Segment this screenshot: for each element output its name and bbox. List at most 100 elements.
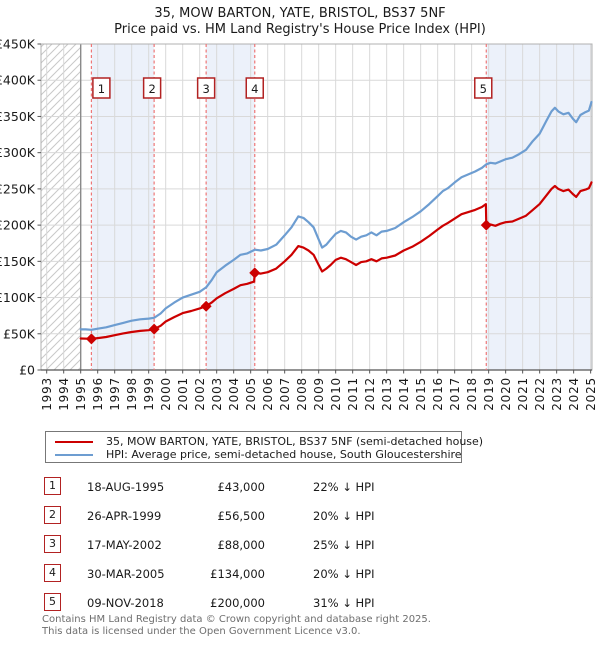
hpi-line-sample — [55, 454, 93, 456]
sale-marker-diamond — [249, 267, 261, 279]
transaction-date: 09-NOV-2018 — [87, 596, 164, 610]
title-line2: Price paid vs. HM Land Registry's House … — [114, 22, 486, 37]
sale-number-box — [196, 77, 216, 99]
axis-ticks — [37, 43, 592, 374]
x-tick-label: 2013 — [380, 377, 394, 411]
y-tick-label: £200K — [0, 218, 36, 233]
x-tick-label: 2007 — [278, 377, 292, 411]
x-tick-label: 2010 — [329, 377, 343, 411]
transaction-row: 2 26-APR-1999 £56,500 20% ↓ HPI — [44, 503, 584, 532]
y-tick-label: £250K — [0, 181, 36, 196]
hpi-line — [79, 100, 593, 331]
y-tick-label: £450K — [0, 37, 36, 52]
y-tick-label: £400K — [0, 73, 36, 88]
y-tick-label: £50K — [3, 326, 36, 341]
transaction-price: £88,000 — [217, 538, 265, 552]
x-tick-label: 2002 — [193, 377, 207, 411]
y-axis-labels: £0 £50K £100K £150K £200K £250K £300K £350K £400… — [0, 37, 36, 378]
transaction-date: 26-APR-1999 — [87, 509, 162, 523]
legend-row-hpi: HPI: Average price, semi-detached house,… — [55, 448, 462, 461]
footer-line1: Contains HM Land Registry data © Crown c… — [42, 614, 431, 625]
x-tick-label: 1999 — [142, 377, 156, 411]
sale-dashed-lines — [90, 44, 487, 370]
x-tick-label: 2012 — [363, 377, 377, 411]
sale-marker-diamond — [148, 323, 160, 335]
x-tick-label: 2006 — [261, 377, 275, 411]
transaction-hpi-diff: 31% ↓ HPI — [313, 596, 375, 610]
sale-number-box — [245, 77, 265, 99]
transaction-hpi-diff: 25% ↓ HPI — [313, 538, 375, 552]
y-tick-label: £300K — [0, 145, 36, 160]
x-tick-label: 1995 — [74, 377, 88, 411]
x-tick-label: 2017 — [448, 377, 462, 411]
x-tick-label: 2020 — [499, 377, 513, 411]
x-tick-label: 2016 — [431, 377, 445, 411]
x-tick-label: 2011 — [346, 377, 360, 411]
transaction-row: 1 18-AUG-1995 £43,000 22% ↓ HPI — [44, 474, 584, 503]
x-tick-label: 2018 — [465, 377, 479, 411]
price-chart: 1 2 3 4 5 £0 £50K £100K £150K £200K £250K £300K £350… — [0, 37, 598, 411]
x-tick-label: 2024 — [567, 377, 581, 411]
y-tick-label: £150K — [0, 254, 36, 269]
x-tick-label: 2008 — [295, 377, 309, 411]
sale-number-boxes: 1 2 3 4 5 — [92, 77, 493, 99]
x-tick-label: 1998 — [125, 377, 139, 411]
transaction-price: £56,500 — [217, 509, 265, 523]
y-tick-label: £350K — [0, 109, 36, 124]
title-line1: 35, MOW BARTON, YATE, BRISTOL, BS37 5NF — [154, 6, 446, 21]
sale-marker-diamond — [85, 333, 97, 345]
legend-row-price: 35, MOW BARTON, YATE, BRISTOL, BS37 5NF … — [55, 435, 483, 448]
transaction-hpi-diff: 22% ↓ HPI — [313, 480, 375, 494]
sale-number-label: 3 — [202, 82, 209, 96]
transaction-date: 18-AUG-1995 — [87, 480, 165, 494]
transaction-number-badge: 2 — [44, 506, 61, 524]
transaction-hpi-diff: 20% ↓ HPI — [313, 567, 375, 581]
transactions-table: 1 18-AUG-1995 £43,000 22% ↓ HPI 2 26-APR… — [44, 474, 584, 619]
legend-label-hpi: HPI: Average price, semi-detached house,… — [106, 448, 462, 461]
x-tick-label: 2022 — [533, 377, 547, 411]
x-tick-label: 1993 — [40, 377, 54, 411]
x-tick-label: 2015 — [414, 377, 428, 411]
sale-number-box — [92, 77, 111, 99]
transaction-row: 4 30-MAR-2005 £134,000 20% ↓ HPI — [44, 561, 584, 590]
sale-number-label: 4 — [251, 82, 258, 96]
transaction-date: 30-MAR-2005 — [87, 567, 165, 581]
license-footer: Contains HM Land Registry data © Crown c… — [42, 614, 431, 637]
transaction-number-badge: 4 — [44, 564, 61, 582]
transaction-number-badge: 1 — [44, 477, 61, 495]
transaction-number-badge: 3 — [44, 535, 61, 553]
x-tick-label: 2025 — [584, 377, 598, 411]
x-tick-label: 1996 — [91, 377, 105, 411]
x-tick-label: 2003 — [210, 377, 224, 411]
transaction-price: £43,000 — [217, 480, 265, 494]
x-tick-label: 2023 — [550, 377, 564, 411]
x-axis-labels: 1993 1994 1995 1996 1997 1998 1999 2000 2001 2002… — [40, 377, 598, 411]
footer-line2: This data is licensed under the Open Gov… — [42, 625, 361, 637]
y-tick-label: £100K — [0, 290, 36, 305]
no-data-hatch — [41, 44, 81, 370]
transaction-price: £134,000 — [210, 567, 265, 581]
x-tick-label: 2009 — [312, 377, 326, 411]
sale-number-box — [142, 77, 162, 99]
sale-marker-diamond — [200, 300, 212, 312]
x-tick-label: 2001 — [176, 377, 190, 411]
sale-number-label: 5 — [480, 82, 487, 96]
x-tick-label: 2021 — [516, 377, 530, 411]
transaction-row: 5 09-NOV-2018 £200,000 31% ↓ HPI — [44, 590, 584, 619]
x-tick-label: 2014 — [397, 377, 411, 411]
chart-legend: 35, MOW BARTON, YATE, BRISTOL, BS37 5NF … — [45, 431, 483, 463]
y-tick-label: £0 — [19, 363, 35, 378]
sale-number-label: 2 — [148, 82, 155, 96]
transaction-date: 17-MAY-2002 — [87, 538, 162, 552]
page-title: 35, MOW BARTON, YATE, BRISTOL, BS37 5NF … — [0, 6, 600, 38]
x-tick-label: 2005 — [244, 377, 258, 411]
sale-number-box — [474, 77, 493, 99]
transaction-row: 3 17-MAY-2002 £88,000 25% ↓ HPI — [44, 532, 584, 561]
transaction-hpi-diff: 20% ↓ HPI — [313, 509, 375, 523]
legend-label-price: 35, MOW BARTON, YATE, BRISTOL, BS37 5NF … — [106, 435, 484, 448]
x-tick-label: 1994 — [57, 377, 71, 411]
x-tick-label: 2004 — [227, 377, 241, 411]
sale-markers — [85, 219, 492, 345]
x-tick-label: 1997 — [108, 377, 122, 411]
